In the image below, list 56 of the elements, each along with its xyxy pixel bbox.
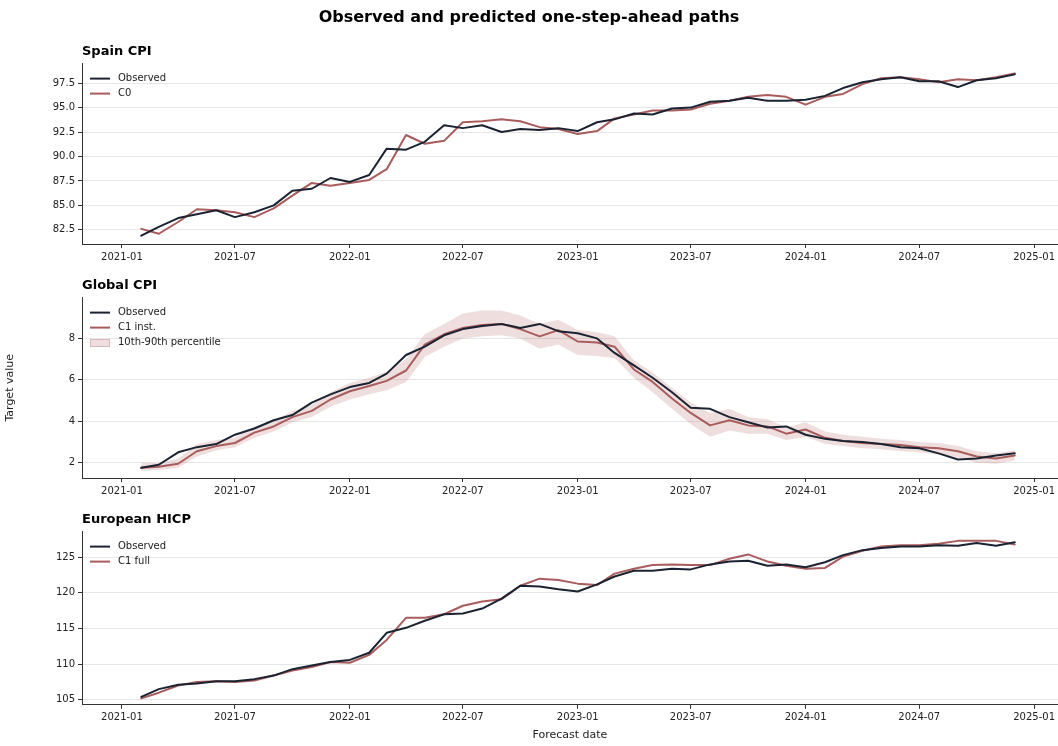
legend-label: C0 — [118, 87, 132, 99]
y-tick-label: 4 — [68, 414, 75, 426]
y-tick-label: 85.0 — [52, 198, 75, 210]
x-tick-label: 2021-01 — [101, 711, 143, 723]
legend-label: Observed — [118, 72, 167, 84]
x-tick-label: 2024-01 — [784, 711, 827, 723]
y-tick-label: 120 — [55, 586, 75, 598]
legend-label: C1 full — [118, 555, 150, 567]
x-tick-label: 2025-01 — [1013, 250, 1055, 262]
legend-label: Observed — [118, 306, 167, 318]
x-tick-label: 2022-01 — [328, 711, 371, 723]
y-tick-label: 125 — [55, 550, 75, 562]
y-tick-label: 97.5 — [52, 76, 75, 88]
x-tick-label: 2021-07 — [214, 484, 256, 496]
x-tick-label: 2022-07 — [441, 250, 484, 262]
y-tick-label: 105 — [55, 693, 75, 705]
x-tick-label: 2025-01 — [1013, 484, 1055, 496]
y-tick-label: 2 — [68, 456, 75, 468]
x-axis-title: Forecast date — [532, 728, 608, 742]
legend-label: C1 inst. — [118, 321, 156, 333]
chart-title: Global CPI — [82, 277, 158, 293]
x-tick-label: 2023-01 — [556, 711, 599, 723]
x-tick-label: 2022-01 — [328, 484, 371, 496]
y-tick-label: 8 — [68, 332, 75, 343]
y-axis-title: Target value — [3, 353, 17, 423]
x-tick-label: 2023-07 — [669, 711, 712, 723]
legend-label: Observed — [118, 540, 167, 552]
x-tick-label: 2024-01 — [784, 484, 827, 496]
x-tick-label: 2021-07 — [214, 711, 256, 723]
y-tick-label: 87.5 — [52, 174, 75, 186]
y-tick-label: 82.5 — [52, 223, 75, 235]
y-tick-label: 92.5 — [52, 125, 75, 137]
annotation: 10th-90th percentile — [118, 336, 221, 348]
x-tick-label: 2024-07 — [898, 711, 941, 723]
x-tick-label: 2024-07 — [898, 484, 941, 496]
y-tick-label: 110 — [55, 657, 75, 669]
y-tick-label: 90.0 — [52, 150, 75, 162]
x-tick-label: 2021-01 — [101, 250, 143, 262]
x-tick-label: 2022-07 — [441, 711, 484, 723]
chart-title: European HICP — [82, 511, 191, 527]
x-tick-label: 2021-07 — [214, 250, 256, 262]
chart-title: Observed and predicted one-step-ahead paths — [317, 7, 741, 26]
y-tick-label: 95.0 — [52, 101, 75, 113]
x-tick-label: 2021-01 — [101, 484, 143, 496]
chart-subtitle: Spain CPI — [82, 43, 152, 59]
x-tick-label: 2024-01 — [784, 250, 827, 262]
x-tick-label: 2024-07 — [898, 250, 941, 262]
y-tick-label: 6 — [68, 373, 75, 385]
x-tick-label: 2025-01 — [1013, 711, 1055, 723]
x-tick-label: 2023-07 — [669, 484, 712, 496]
x-tick-label: 2022-07 — [441, 484, 484, 496]
y-tick-label: 115 — [55, 622, 75, 634]
x-tick-label: 2022-01 — [328, 250, 371, 262]
x-tick-label: 2023-07 — [669, 250, 712, 262]
x-tick-label: 2023-01 — [556, 250, 599, 262]
x-tick-label: 2023-01 — [556, 484, 599, 496]
